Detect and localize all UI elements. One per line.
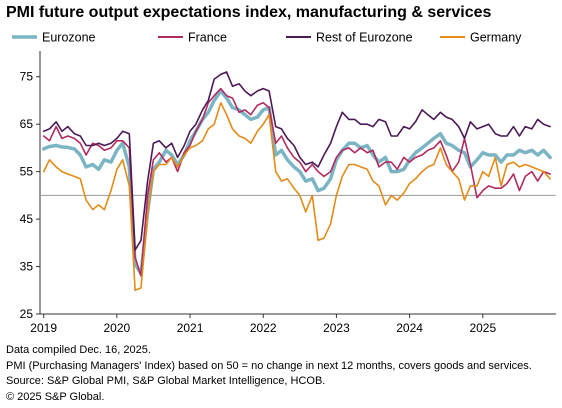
footer-copyright: © 2025 S&P Global.: [6, 390, 105, 403]
series-line-rest-of-eurozone: [42, 71, 551, 251]
footer-data-compiled: Data compiled Dec. 16, 2025.: [6, 344, 151, 356]
x-tick-label: 2023: [323, 321, 350, 335]
x-tick-label: 2021: [177, 321, 204, 335]
footer-source: Source: S&P Global PMI, S&P Global Marke…: [6, 375, 326, 387]
legend-label: Eurozone: [42, 31, 96, 45]
chart-series: [41, 71, 552, 292]
line-chart: Eurozone France Rest of Eurozone Germany 25…: [12, 31, 556, 335]
x-tick-label: 2025: [469, 321, 496, 335]
x-tick-label: 2024: [396, 321, 423, 335]
legend-label: France: [188, 31, 227, 45]
x-tick-label: 2019: [30, 321, 57, 335]
chart-title: PMI future output expectations index, ma…: [6, 4, 492, 21]
y-tick-label: 55: [20, 165, 34, 179]
y-tick-label: 75: [20, 70, 34, 84]
y-tick-label: 35: [20, 260, 34, 274]
y-tick-label: 65: [20, 117, 34, 131]
legend-label: Rest of Eurozone: [316, 31, 413, 45]
x-tick-label: 2022: [250, 321, 277, 335]
y-tick-label: 25: [20, 307, 34, 321]
footer-note: PMI (Purchasing Managers' Index) based o…: [6, 359, 532, 372]
chart-axes: 25 35 45 55 65 75 2019 2020 2021 2022 2023 2024 2025: [20, 51, 556, 335]
chart-footer: Data compiled Dec. 16, 2025. PMI (Purcha…: [6, 343, 532, 405]
x-tick-label: 2020: [103, 321, 130, 335]
y-tick-label: 45: [20, 212, 34, 226]
legend-label: Germany: [470, 31, 522, 45]
series-line-eurozone: [41, 89, 552, 276]
series-line-germany: [42, 102, 551, 292]
chart-legend: Eurozone France Rest of Eurozone Germany: [12, 31, 522, 45]
series-line-france: [42, 87, 551, 277]
